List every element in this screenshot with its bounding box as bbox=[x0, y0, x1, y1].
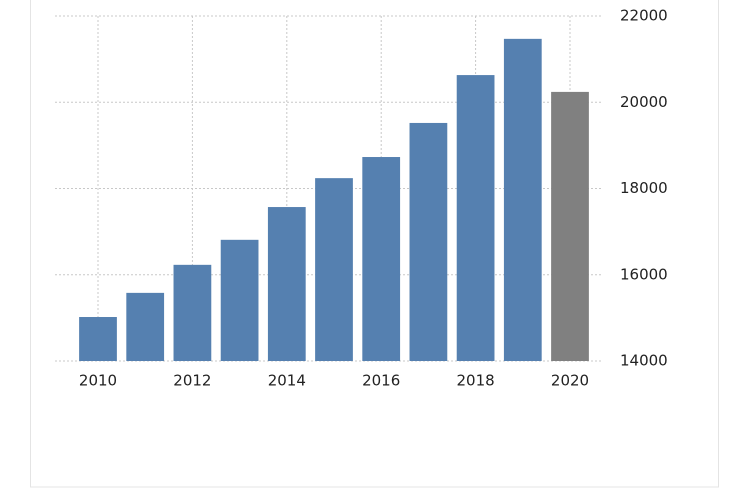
x-tick-label: 2018 bbox=[457, 372, 495, 390]
bar bbox=[551, 91, 589, 362]
bar bbox=[315, 178, 353, 361]
x-tick-label: 2010 bbox=[79, 372, 117, 390]
bar bbox=[79, 317, 117, 361]
bar bbox=[409, 122, 448, 361]
x-tick-label: 2014 bbox=[268, 372, 306, 390]
y-tick-label: 14000 bbox=[620, 352, 668, 370]
x-tick-label: 2016 bbox=[362, 372, 400, 390]
bar bbox=[362, 157, 401, 361]
bar bbox=[267, 207, 306, 361]
bar bbox=[456, 75, 495, 362]
bar bbox=[173, 264, 212, 361]
y-tick-label: 18000 bbox=[620, 179, 668, 197]
x-tick-label: 2012 bbox=[173, 372, 211, 390]
y-tick-label: 16000 bbox=[620, 265, 668, 283]
y-tick-label: 22000 bbox=[620, 7, 668, 25]
y-tick-label: 20000 bbox=[620, 93, 668, 111]
bar bbox=[220, 239, 259, 361]
bar bbox=[126, 292, 165, 361]
x-tick-label: 2020 bbox=[551, 372, 589, 390]
bar bbox=[503, 38, 542, 361]
